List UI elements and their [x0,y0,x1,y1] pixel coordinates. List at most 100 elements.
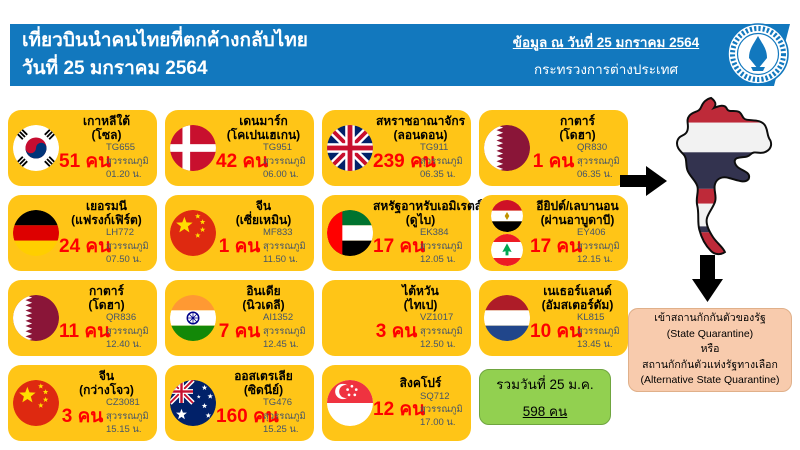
header-info: ข้อมูล ณ วันที่ 25 มกราคม 2564 กระทรวงกา… [492,31,720,80]
flight-number: TG951 [263,142,293,154]
card-body: กาตาร์ (โดฮา) 11 คน QR836 สุวรรณภูมิ 12.… [59,284,154,350]
flight-number: CZ3081 [106,397,140,409]
flight-card: เนเธอร์แลนด์ (อัมสเตอร์ดัม) 10 คน KL815 … [479,280,628,356]
card-detail-row: 11 คน QR836 สุวรรณภูมิ 12.40 น. [59,312,154,350]
flag-column [13,125,59,171]
flight-card: เดนมาร์ก (โคเปนเฮเกน) 42 คน TG951 สุวรรณ… [165,110,314,186]
total-label: รวมวันที่ 25 ม.ค. [496,376,594,392]
flag-column [13,295,59,341]
card-detail-row: 1 คน QR830 สุวรรณภูมิ 06.35 น. [530,142,625,180]
flight-detail: LH772 สุวรรณภูมิ 07.50 น. [106,227,154,265]
card-detail-row: 42 คน TG951 สุวรรณภูมิ 06.00 น. [216,142,311,181]
card-detail-row: 12 คน SQ712 สุวรรณภูมิ 17.00 น. [373,391,468,429]
thailand-map [676,96,773,256]
flight-card: จีน (เซี่ยเหมิน) 1 คน MF833 สุวรรณภูมิ 1… [165,195,314,271]
arrival-time: 12.50 น. [420,339,456,351]
china-flag-icon [13,380,59,426]
arrival-time: 12.05 น. [420,254,456,266]
arrival-time: 15.15 น. [106,424,142,436]
arrival-airport: สุวรรณภูมิ [420,404,463,415]
passenger-count: 160 คน [216,406,279,428]
egypt-flag-icon [491,200,523,232]
flight-number: TG911 [420,142,449,154]
flag-column [484,295,530,341]
passenger-count: 24 คน [59,236,112,258]
arrival-time: 12.45 น. [263,339,299,351]
country-name: เดนมาร์ก (โคเปนเฮเกน) [226,114,301,142]
passenger-count: 1 คน [218,236,261,258]
flight-detail: QR830 สุวรรณภูมิ 06.35 น. [577,142,625,180]
flag-column [13,380,59,426]
flag-column [327,125,373,171]
uae-flag-icon [327,210,373,256]
card-detail-row: 51 คน TG655 สุวรรณภูมิ 01.20 น. [59,142,154,180]
card-body: ไต้หวัน (ไทเป) 3 คน VZ1017 สุวรรณภูมิ 12… [373,284,468,351]
flight-detail: CZ3081 สุวรรณภูมิ 15.15 น. [106,397,154,436]
south-korea-flag-icon [13,125,59,171]
flight-card: เกาหลีใต้ (โซล) 51 คน TG655 สุวรรณภูมิ 0… [8,110,157,186]
arrival-airport: สุวรรณภูมิ [420,155,463,167]
card-detail-row: 160 คน TG476 สุวรรณภูมิ 15.25 น. [216,397,311,436]
arrival-time: 12.15 น. [577,254,613,266]
passenger-count: 17 คน [373,236,426,258]
card-body: เยอรมนี (แฟรงก์เฟิร์ต) 24 คน LH772 สุวรร… [59,199,154,265]
flight-detail: KL815 สุวรรณภูมิ 13.45 น. [577,312,625,351]
passenger-count: 239 คน [373,151,436,173]
down-arrow-icon [692,255,723,302]
flight-card: สหรัฐอาหรับเอมิเรตส์ (ดูไบ) 17 คน EK384 … [322,195,483,271]
flight-number: EK384 [420,227,449,239]
flag-column [170,380,216,426]
flight-number: EY406 [577,227,606,239]
arrival-time: 06.00 น. [263,169,299,181]
country-name: เยอรมนี (แฟรงก์เฟิร์ต) [71,199,142,227]
quarantine-line: (State Quarantine) [666,327,754,340]
arrival-airport: สุวรรณภูมิ [106,410,149,422]
flight-card: อินเดีย (นิวเดลี) 7 คน AI1352 สุวรรณภูมิ… [165,280,314,356]
card-detail-row: 10 คน KL815 สุวรรณภูมิ 13.45 น. [530,312,625,351]
ministry-name: กระทรวงการต่างประเทศ [533,62,679,77]
card-detail-row: 1 คน MF833 สุวรรณภูมิ 11.50 น. [216,227,311,265]
flight-card: สหราชอาณาจักร (ลอนดอน) 239 คน TG911 สุวร… [322,110,471,186]
germany-flag-icon [13,210,59,256]
card-body: จีน (กว่างโจว) 3 คน CZ3081 สุวรรณภูมิ 15… [59,369,154,436]
flight-detail: SQ712 สุวรรณภูมิ 17.00 น. [420,391,468,429]
page-title-line1: เที่ยวบินนำคนไทยที่ตกค้างกลับไทย [22,30,308,51]
passenger-count: 42 คน [216,151,269,173]
arrival-airport: สุวรรณภูมิ [106,155,149,167]
arrival-airport: สุวรรณภูมิ [263,155,306,167]
country-name: อียิปต์/เลบานอน (ผ่านอาบูดาบี) [536,199,619,227]
flight-detail: AI1352 สุวรรณภูมิ 12.45 น. [263,312,311,351]
qatar-flag-icon [13,295,59,341]
quarantine-line: สถานกักกันตัวแห่งรัฐทางเลือก [642,358,778,371]
card-body: ออสเตรเลีย (ซิดนีย์) 160 คน TG476 สุวรรณ… [216,369,311,436]
country-name: เนเธอร์แลนด์ (อัมสเตอร์ดัม) [541,284,614,312]
arrival-airport: สุวรรณภูมิ [106,240,149,252]
flight-card: จีน (กว่างโจว) 3 คน CZ3081 สุวรรณภูมิ 15… [8,365,157,441]
data-as-of-date: ข้อมูล ณ วันที่ 25 มกราคม 2564 [512,35,700,50]
flight-detail: TG911 สุวรรณภูมิ 06.35 น. [420,142,468,180]
flag-column [327,380,373,426]
arrival-time: 15.25 น. [263,424,299,436]
card-detail-row: 24 คน LH772 สุวรรณภูมิ 07.50 น. [59,227,154,265]
flight-card: กาตาร์ (โดฮา) 1 คน QR830 สุวรรณภูมิ 06.3… [479,110,628,186]
passenger-count: 11 คน [59,321,111,343]
flag-column [170,295,216,341]
singapore-flag-icon [327,380,373,426]
card-body: เกาหลีใต้ (โซล) 51 คน TG655 สุวรรณภูมิ 0… [59,114,154,180]
passenger-count: 12 คน [373,399,426,421]
card-body: อินเดีย (นิวเดลี) 7 คน AI1352 สุวรรณภูมิ… [216,284,311,351]
card-body: เดนมาร์ก (โคเปนเฮเกน) 42 คน TG951 สุวรรณ… [216,114,311,181]
country-name: กาตาร์ (โดฮา) [559,114,596,142]
flight-number: KL815 [577,312,605,324]
arrival-airport: สุวรรณภูมิ [577,240,620,252]
card-detail-row: 17 คน EK384 สุวรรณภูมิ 12.05 น. [373,227,468,266]
card-detail-row: 3 คน CZ3081 สุวรรณภูมิ 15.15 น. [59,397,154,436]
total-box: รวมวันที่ 25 ม.ค. 598 คน [479,369,611,425]
country-name: สหรัฐอาหรับเอมิเรตส์ (ดูไบ) [373,199,483,227]
country-name: จีน (กว่างโจว) [79,369,134,397]
quarantine-info-box: เข้าสถานกักกันตัวของรัฐ (State Quarantin… [628,308,792,392]
flight-card: เยอรมนี (แฟรงก์เฟิร์ต) 24 คน LH772 สุวรร… [8,195,157,271]
quarantine-line: หรือ [700,343,720,356]
arrival-time: 13.45 น. [577,339,613,351]
